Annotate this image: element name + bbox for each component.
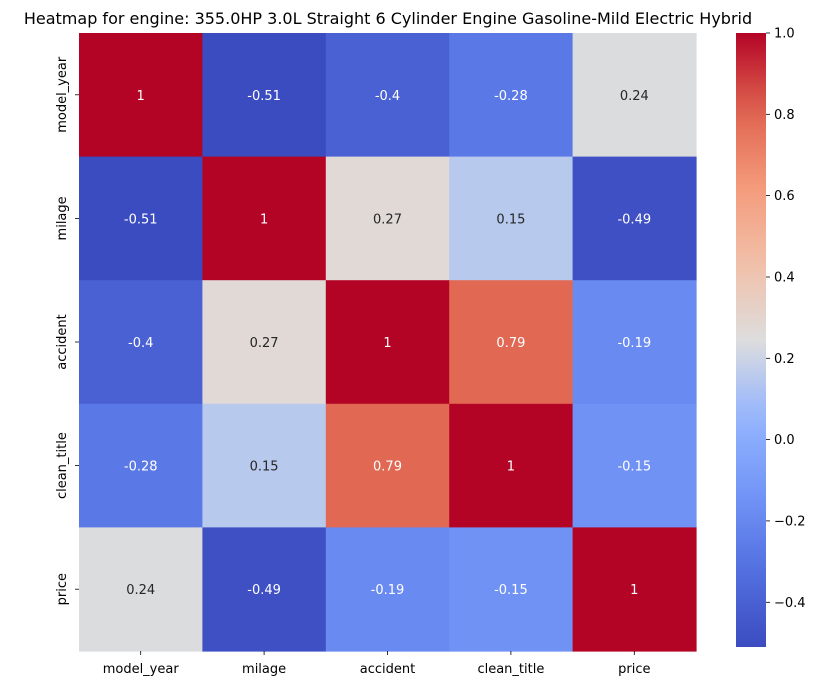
x-tick-label-1: milage bbox=[242, 662, 286, 677]
heatmap-cell-r0-c1 bbox=[202, 33, 327, 158]
cell-value-label-r0-c4: 0.24 bbox=[620, 89, 649, 104]
colorbar-tick-label-2: 0.6 bbox=[774, 189, 795, 204]
x-tick-label-0: model_year bbox=[103, 662, 180, 677]
colorbar-tick-label-3: 0.4 bbox=[774, 271, 795, 286]
cell-value-label-r2-c1: 0.27 bbox=[250, 336, 279, 351]
cell-value-label-r0-c2: -0.4 bbox=[375, 89, 400, 104]
heatmap-cell-r3-c0 bbox=[79, 403, 203, 528]
cell-value-label-r2-c2: 1 bbox=[383, 336, 391, 351]
cell-value-label-r4-c1: -0.49 bbox=[247, 583, 281, 598]
y-tick-label-3: clean_title bbox=[55, 432, 70, 499]
cell-value-label-r4-c0: 0.24 bbox=[126, 583, 155, 598]
cell-value-label-r3-c0: -0.28 bbox=[124, 460, 158, 475]
cell-value-label-r3-c3: 1 bbox=[507, 460, 515, 475]
heatmap-cell-r0-c2 bbox=[325, 33, 450, 158]
cell-value-label-r4-c3: -0.15 bbox=[494, 583, 528, 598]
cell-value-label-r4-c4: 1 bbox=[630, 583, 638, 598]
heatmap-cell-r4-c4 bbox=[572, 527, 697, 652]
y-tick-label-1: milage bbox=[55, 196, 70, 240]
heatmap-cell-r1-c3 bbox=[449, 156, 574, 281]
heatmap-cell-r1-c1 bbox=[202, 156, 327, 281]
cell-value-label-r2-c4: -0.19 bbox=[617, 336, 651, 351]
cell-value-label-r1-c3: 0.15 bbox=[496, 212, 525, 227]
cell-value-label-r1-c4: -0.49 bbox=[617, 212, 651, 227]
heatmap-cell-r3-c4 bbox=[572, 403, 697, 528]
cell-value-label-r1-c1: 1 bbox=[260, 212, 268, 227]
heatmap-cell-r4-c3 bbox=[449, 527, 574, 652]
heatmap-cell-r2-c0 bbox=[79, 280, 203, 405]
y-tick-label-2: accident bbox=[55, 314, 70, 369]
cell-value-label-r0-c3: -0.28 bbox=[494, 89, 528, 104]
y-tick-label-4: price bbox=[55, 573, 70, 605]
heatmap-cell-r1-c2 bbox=[325, 156, 450, 281]
colorbar-tick-label-0: 1.0 bbox=[774, 27, 795, 42]
x-axis-ticks: model_year milage accident clean_title price bbox=[103, 651, 650, 677]
cell-value-label-r3-c1: 0.15 bbox=[250, 460, 279, 475]
colorbar bbox=[736, 33, 766, 647]
cell-value-label-r1-c2: 0.27 bbox=[373, 212, 402, 227]
heatmap-cell-r2-c2 bbox=[325, 280, 450, 405]
y-tick-label-0: model_year bbox=[55, 56, 70, 133]
colorbar-tick-label-6: −0.2 bbox=[774, 514, 806, 529]
heatmap-cell-r2-c4 bbox=[572, 280, 697, 405]
heatmap-cell-r0-c3 bbox=[449, 33, 574, 158]
cell-value-label-r3-c4: -0.15 bbox=[617, 460, 651, 475]
x-tick-label-3: clean_title bbox=[477, 662, 544, 677]
heatmap-cell-r4-c1 bbox=[202, 527, 327, 652]
colorbar-tick-label-5: 0.0 bbox=[774, 433, 795, 448]
colorbar-tick-label-1: 0.8 bbox=[774, 108, 795, 123]
heatmap-cell-r3-c1 bbox=[202, 403, 327, 528]
cell-value-label-r2-c3: 0.79 bbox=[496, 336, 525, 351]
heatmap-cell-r0-c4 bbox=[572, 33, 697, 158]
cell-value-label-r3-c2: 0.79 bbox=[373, 460, 402, 475]
cell-value-label-r0-c0: 1 bbox=[137, 89, 145, 104]
colorbar-tick-label-4: 0.2 bbox=[774, 352, 795, 367]
heatmap-cell-r4-c2 bbox=[325, 527, 450, 652]
cell-value-label-r2-c0: -0.4 bbox=[128, 336, 153, 351]
x-tick-label-4: price bbox=[618, 662, 650, 677]
heatmap-cell-r2-c3 bbox=[449, 280, 574, 405]
cell-value-label-r4-c2: -0.19 bbox=[371, 583, 405, 598]
heatmap-cell-r2-c1 bbox=[202, 280, 327, 405]
chart-title: Heatmap for engine: 355.0HP 3.0L Straigh… bbox=[24, 9, 752, 28]
heatmap-cell-r4-c0 bbox=[79, 527, 203, 652]
colorbar-tick-label-7: −0.4 bbox=[774, 596, 806, 611]
heatmap-cells: 1 -0.51 -0.4 -0.28 0.24 -0.51 1 0.27 0.15 -0.49 -0… bbox=[79, 33, 697, 652]
colorbar-ticks: 1.0 0.8 0.6 0.4 0.2 0.0 −0.2 −0.4 bbox=[766, 27, 806, 611]
cell-value-label-r0-c1: -0.51 bbox=[247, 89, 281, 104]
heatmap-cell-r0-c0 bbox=[79, 33, 203, 158]
heatmap-cell-r3-c3 bbox=[449, 403, 574, 528]
heatmap-cell-r1-c4 bbox=[572, 156, 697, 281]
x-tick-label-2: accident bbox=[360, 662, 415, 677]
cell-value-label-r1-c0: -0.51 bbox=[124, 212, 158, 227]
heatmap-cell-r1-c0 bbox=[79, 156, 203, 281]
heatmap-cell-r3-c2 bbox=[325, 403, 450, 528]
